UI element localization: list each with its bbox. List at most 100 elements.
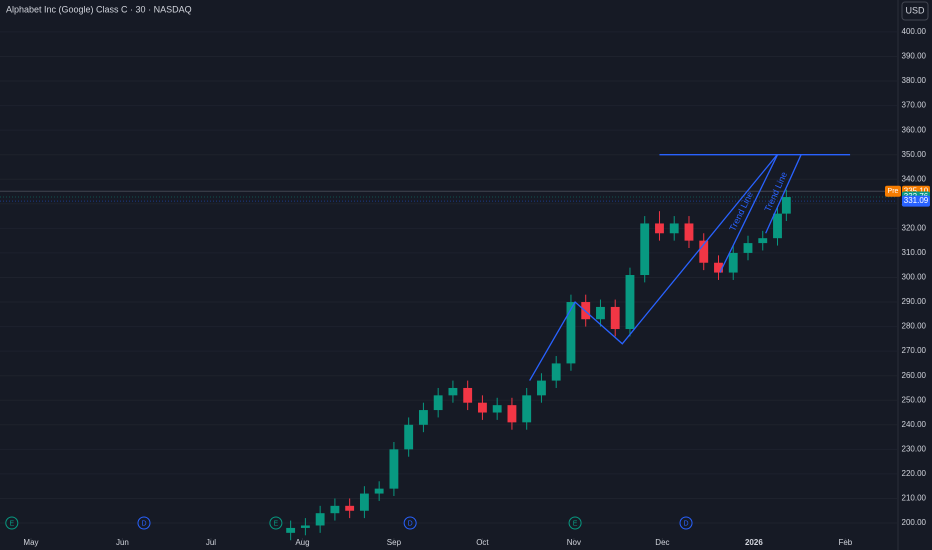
price-tag-value: 335.10 — [904, 186, 929, 195]
y-tick-label: 290.00 — [902, 297, 927, 306]
candle-body — [684, 223, 694, 241]
event-label: E — [274, 520, 279, 527]
x-tick-label: 2026 — [745, 538, 763, 547]
y-tick-label: 270.00 — [902, 346, 927, 355]
candle — [728, 245, 738, 280]
candle-body — [389, 449, 399, 489]
candle — [478, 395, 487, 420]
candle-body — [699, 240, 709, 263]
candle-body — [728, 252, 738, 273]
candle-body — [478, 402, 487, 413]
candle — [404, 417, 414, 457]
candle — [389, 441, 399, 497]
candle — [300, 518, 310, 536]
candle — [463, 380, 473, 411]
x-tick-label: Jun — [116, 538, 129, 547]
y-tick-label: 390.00 — [902, 52, 927, 61]
candle-body — [492, 405, 502, 413]
event-label: D — [408, 520, 413, 527]
candle — [640, 216, 650, 283]
y-tick-label: 230.00 — [902, 444, 927, 453]
x-tick-label: Nov — [567, 538, 581, 547]
candle — [566, 294, 576, 371]
candle-body — [463, 387, 473, 403]
candle — [699, 233, 709, 271]
candle-body — [330, 505, 340, 514]
y-tick-label: 200.00 — [902, 518, 927, 527]
price-tag — [902, 195, 930, 207]
candle-body — [551, 363, 561, 381]
currency[interactable]: USD — [905, 5, 925, 15]
event-marker — [269, 516, 283, 530]
y-tick-label: 320.00 — [902, 223, 927, 232]
trend-line — [765, 154, 802, 234]
price-tag-prefix: Pre — [888, 188, 899, 195]
candle — [684, 216, 694, 249]
candle-body — [537, 380, 546, 396]
candle-body — [596, 306, 605, 320]
y-tick-label: 350.00 — [902, 150, 927, 159]
candle — [448, 380, 458, 403]
event-marker — [5, 516, 19, 530]
candle-body — [315, 513, 325, 526]
candle — [669, 216, 679, 241]
candle-body — [640, 223, 650, 276]
trend-line — [719, 154, 779, 273]
candle — [625, 267, 635, 337]
candle-body — [374, 488, 384, 494]
y-tick-label: 250.00 — [902, 395, 927, 404]
candle — [596, 299, 605, 327]
y-tick-label: 360.00 — [902, 125, 927, 134]
candle-body — [655, 223, 664, 234]
event-label: D — [683, 520, 688, 527]
y-tick-label: 240.00 — [902, 420, 927, 429]
event-marker — [403, 516, 417, 530]
candle — [359, 486, 369, 519]
x-tick-label: Aug — [295, 538, 309, 547]
price-tag-prefix-bg — [885, 185, 901, 197]
event-marker — [568, 516, 582, 530]
y-tick-label: 380.00 — [902, 76, 927, 85]
candle-body — [300, 525, 310, 528]
candle-body — [781, 197, 791, 214]
candle-body — [286, 527, 296, 533]
candle — [758, 230, 768, 251]
currency-button[interactable] — [901, 1, 929, 21]
candle — [743, 235, 753, 261]
x-tick-label: Feb — [838, 538, 852, 547]
y-tick-label: 300.00 — [902, 273, 927, 282]
candle — [418, 402, 428, 433]
x-tick-label: Oct — [476, 538, 489, 547]
x-tick-label: May — [23, 538, 38, 547]
candle — [286, 520, 296, 541]
x-tick-label: Dec — [655, 538, 669, 547]
y-tick-label: 280.00 — [902, 322, 927, 331]
candle — [315, 505, 325, 533]
event-label: E — [9, 520, 14, 527]
candle — [551, 356, 561, 388]
candle-body — [714, 262, 723, 273]
event-label: D — [141, 520, 146, 527]
candle — [714, 255, 723, 280]
candle-body — [773, 213, 782, 239]
y-tick-label: 220.00 — [902, 469, 927, 478]
candle-body — [359, 493, 369, 511]
candle — [655, 211, 664, 241]
chart-title: Alphabet Inc (Google) Class C · 30 · NAS… — [6, 4, 192, 14]
candle — [330, 498, 340, 521]
candle-body — [448, 387, 458, 396]
candle — [610, 299, 620, 337]
y-tick-label: 370.00 — [902, 101, 927, 110]
candle — [492, 397, 502, 420]
trend-line — [529, 154, 778, 381]
event-marker — [137, 516, 151, 530]
y-tick-label: 400.00 — [902, 27, 927, 36]
x-tick-label: Sep — [387, 538, 402, 547]
candle-body — [610, 306, 620, 330]
price-tag-value: 331.09 — [904, 196, 929, 205]
candle-body — [669, 223, 679, 234]
candle-body — [743, 243, 753, 253]
